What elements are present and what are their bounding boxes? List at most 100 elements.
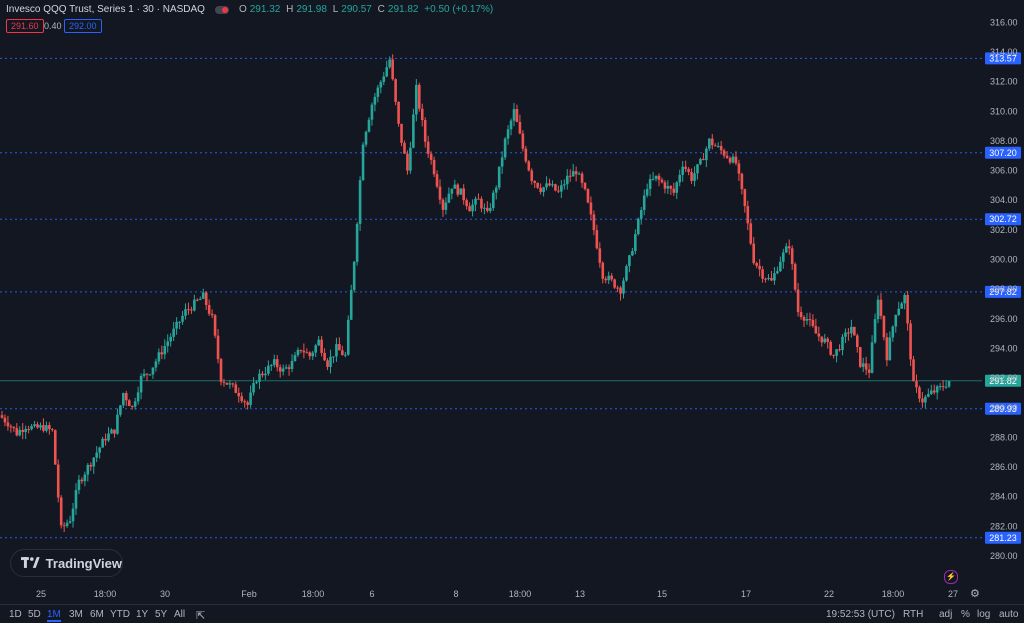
date-range-icon[interactable]: ⇱ (196, 610, 206, 622)
candle-up (681, 166, 684, 175)
timeframe-6m[interactable]: 6M (90, 609, 104, 620)
candle-down (305, 352, 309, 354)
candle-up (607, 275, 610, 281)
candle-up (198, 298, 202, 300)
candle-down (817, 333, 821, 337)
candle-up (503, 138, 507, 158)
auto-button[interactable]: auto (999, 609, 1019, 620)
candle-up (349, 290, 353, 320)
price-level-tag (985, 374, 1021, 387)
candle-down (302, 350, 306, 353)
candle-up (272, 359, 276, 366)
candle-up (367, 119, 371, 132)
gear-icon[interactable]: ⚙ (970, 588, 980, 600)
price-level-label: 281.23 (989, 533, 1017, 543)
candle-down (728, 157, 732, 163)
candle-down (616, 287, 619, 289)
candle-up (293, 355, 297, 362)
candle-down (234, 384, 238, 393)
timeframe-1y[interactable]: 1Y (136, 609, 149, 620)
candle-down (426, 141, 430, 154)
candle-up (693, 173, 696, 181)
candle-down (858, 347, 862, 367)
candle-down (130, 406, 134, 408)
candle-up (157, 352, 161, 362)
candle-down (243, 401, 246, 403)
log-button[interactable]: log (977, 609, 991, 620)
candle-down (160, 352, 164, 355)
timeframe-all[interactable]: All (174, 609, 186, 620)
timeframe-ytd[interactable]: YTD (110, 609, 130, 620)
candle-up (119, 405, 122, 415)
candle-down (456, 184, 460, 195)
candle-down (921, 398, 924, 403)
candle-up (870, 342, 874, 373)
candle-up (228, 383, 232, 385)
candle-down (518, 121, 522, 134)
timeframe-1d[interactable]: 1D (9, 609, 22, 620)
candle-down (435, 174, 439, 187)
clock-text[interactable]: 19:52:53 (UTC) (826, 609, 895, 620)
x-tick-label: 18:00 (509, 589, 532, 599)
bottom-toolbar: 1D 5D 1M 3M 6M YTD 1Y 5Y All ⇱ 19:52:53 (UTC) RT… (0, 604, 1024, 623)
candle-down (554, 184, 557, 191)
symbol-title[interactable]: Invesco QQQ Trust, Series 1 · 30 · NASDA… (6, 4, 205, 15)
price-level-tag (985, 531, 1021, 544)
candle-up (163, 346, 167, 355)
y-tick-label: 300.00 (990, 255, 1018, 265)
candle-down (820, 336, 824, 343)
candle-up (355, 223, 359, 262)
candle-down (853, 326, 856, 336)
candle-down (740, 173, 744, 190)
candle-up (636, 218, 640, 235)
candle-up (935, 386, 939, 393)
candle-down (429, 153, 433, 160)
session-button[interactable]: RTH (903, 609, 924, 620)
candle-down (690, 171, 693, 181)
candle-down (713, 145, 717, 147)
candle-up (136, 392, 140, 402)
candle-up (571, 171, 575, 177)
tradingview-logo-icon (21, 557, 40, 568)
candle-down (465, 200, 468, 207)
candle-up (335, 344, 338, 357)
candle-down (42, 425, 45, 431)
candle-up (133, 401, 137, 407)
flash-icon[interactable]: ⚡ (944, 570, 958, 584)
y-tick-label: 294.00 (990, 343, 1018, 353)
candle-up (148, 374, 152, 376)
visibility-toggle-icon[interactable] (214, 5, 229, 14)
percent-button[interactable]: % (961, 609, 970, 620)
candle-up (929, 390, 933, 394)
candle-down (261, 373, 264, 376)
timeframe-5y[interactable]: 5Y (155, 609, 168, 620)
candle-down (790, 248, 794, 265)
candle-down (761, 269, 764, 279)
buy-price-button[interactable]: 292.00 (64, 19, 102, 33)
x-tick-label: 18:00 (94, 589, 117, 599)
adj-button[interactable]: adj (939, 609, 953, 620)
candle-up (784, 246, 788, 253)
candle-down (338, 344, 341, 351)
candle-up (927, 393, 930, 397)
candle-down (912, 359, 915, 382)
candle-down (589, 202, 593, 215)
timeframe-1m[interactable]: 1M (47, 609, 61, 622)
candle-down (113, 429, 116, 434)
candle-up (364, 131, 368, 145)
candle-down (533, 180, 537, 183)
sell-price-button[interactable]: 291.60 (6, 19, 44, 33)
candle-down (213, 315, 217, 336)
candle-up (166, 341, 170, 347)
candle-up (107, 433, 110, 441)
tradingview-logo[interactable]: TradingView (10, 549, 123, 577)
candle-down (240, 396, 244, 402)
candle-up (409, 147, 412, 171)
candle-down (932, 390, 936, 393)
candle-up (296, 349, 300, 356)
timeframe-3m[interactable]: 3M (69, 609, 83, 620)
candle-down (222, 381, 226, 383)
timeframe-5d[interactable]: 5D (28, 609, 41, 620)
candle-up (252, 383, 255, 393)
